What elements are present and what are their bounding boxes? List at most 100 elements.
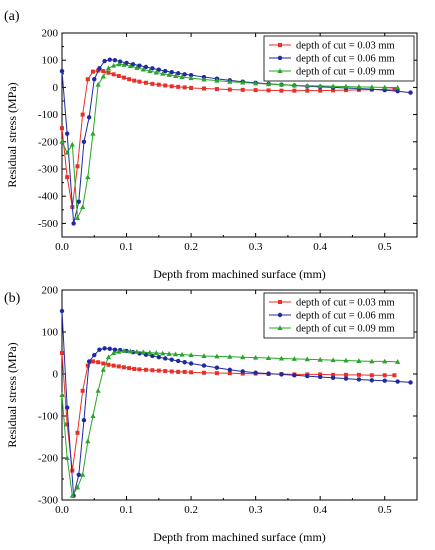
data-point xyxy=(134,65,140,70)
data-point xyxy=(65,175,70,180)
data-point xyxy=(65,422,70,427)
data-point xyxy=(90,413,96,418)
data-point xyxy=(121,365,126,370)
data-point xyxy=(95,388,101,393)
data-point xyxy=(253,88,258,93)
data-point xyxy=(160,350,166,356)
data-point xyxy=(305,373,310,379)
data-point xyxy=(124,60,129,66)
panel-label: (b) xyxy=(4,291,21,306)
legend-swatch-marker xyxy=(277,55,283,61)
data-point xyxy=(101,361,106,366)
data-point xyxy=(80,204,86,210)
data-point xyxy=(130,62,136,67)
data-point xyxy=(279,88,284,93)
data-point xyxy=(90,130,96,136)
data-point xyxy=(189,85,194,90)
legend-entry: depth of cut = 0.03 mm xyxy=(296,298,395,309)
data-point xyxy=(64,455,70,460)
y-tick-label: 200 xyxy=(42,28,59,40)
data-point xyxy=(150,81,155,86)
data-point xyxy=(111,363,116,368)
data-point xyxy=(76,472,81,477)
data-point xyxy=(201,353,207,358)
y-tick-label: 200 xyxy=(42,285,59,297)
data-point xyxy=(304,356,310,362)
data-point xyxy=(163,369,168,374)
series-line xyxy=(61,310,411,496)
data-point xyxy=(240,87,245,92)
data-point xyxy=(81,418,87,423)
data-point xyxy=(175,358,181,364)
data-point xyxy=(369,84,375,90)
data-point xyxy=(343,357,349,363)
data-point xyxy=(127,366,132,371)
data-point xyxy=(85,77,90,82)
data-point xyxy=(356,84,362,89)
data-point xyxy=(97,66,102,71)
data-point xyxy=(140,66,146,72)
data-point xyxy=(317,374,323,380)
data-point xyxy=(265,355,272,361)
data-point xyxy=(163,356,168,361)
data-point xyxy=(188,72,194,78)
data-point xyxy=(116,364,121,369)
data-point xyxy=(356,358,362,363)
data-point xyxy=(132,78,137,83)
data-point xyxy=(202,86,206,91)
x-axis-label: Depth from machined surface (mm) xyxy=(153,530,326,544)
data-point xyxy=(279,372,284,377)
data-point xyxy=(60,126,64,131)
data-point xyxy=(80,112,85,117)
data-point xyxy=(382,373,387,378)
data-point xyxy=(81,139,87,144)
data-point xyxy=(64,405,70,410)
data-point xyxy=(137,367,142,372)
data-point xyxy=(74,215,81,220)
data-point xyxy=(265,81,272,87)
data-point xyxy=(132,366,137,371)
data-point xyxy=(169,84,174,89)
data-point xyxy=(330,83,336,89)
data-point xyxy=(80,472,86,477)
legend-swatch-marker xyxy=(278,43,282,47)
data-point xyxy=(107,57,112,62)
data-point xyxy=(240,354,246,360)
data-point xyxy=(166,72,172,77)
data-point xyxy=(369,378,375,383)
data-point xyxy=(140,349,146,355)
legend-swatch-marker xyxy=(277,312,283,318)
data-point xyxy=(253,354,259,360)
y-tick-label: -100 xyxy=(38,411,59,423)
x-tick-label: 0.0 xyxy=(55,241,69,253)
data-point xyxy=(227,87,232,92)
data-point xyxy=(85,174,91,180)
data-point xyxy=(291,82,297,88)
data-point xyxy=(408,90,413,95)
x-tick-label: 0.5 xyxy=(378,241,392,253)
data-point xyxy=(214,77,220,83)
data-point xyxy=(80,388,85,393)
data-point xyxy=(95,81,101,87)
data-point xyxy=(278,355,285,361)
data-point xyxy=(90,359,95,364)
x-tick-label: 0.5 xyxy=(378,504,392,516)
legend-swatch-marker xyxy=(277,325,283,330)
x-tick-label: 0.3 xyxy=(249,504,263,516)
data-point xyxy=(102,58,107,64)
data-point xyxy=(60,351,64,355)
data-point xyxy=(163,68,168,74)
data-point xyxy=(106,362,111,367)
data-point xyxy=(160,71,166,76)
data-point xyxy=(344,372,348,377)
y-tick-label: -400 xyxy=(38,191,59,203)
data-point xyxy=(395,359,401,364)
data-point xyxy=(201,363,207,368)
data-point xyxy=(100,367,106,372)
data-point xyxy=(356,372,361,377)
legend-entry: depth of cut = 0.09 mm xyxy=(296,324,395,335)
data-point xyxy=(121,348,127,353)
y-tick-label: -300 xyxy=(38,495,59,507)
data-point xyxy=(127,348,134,354)
data-point xyxy=(71,221,76,226)
